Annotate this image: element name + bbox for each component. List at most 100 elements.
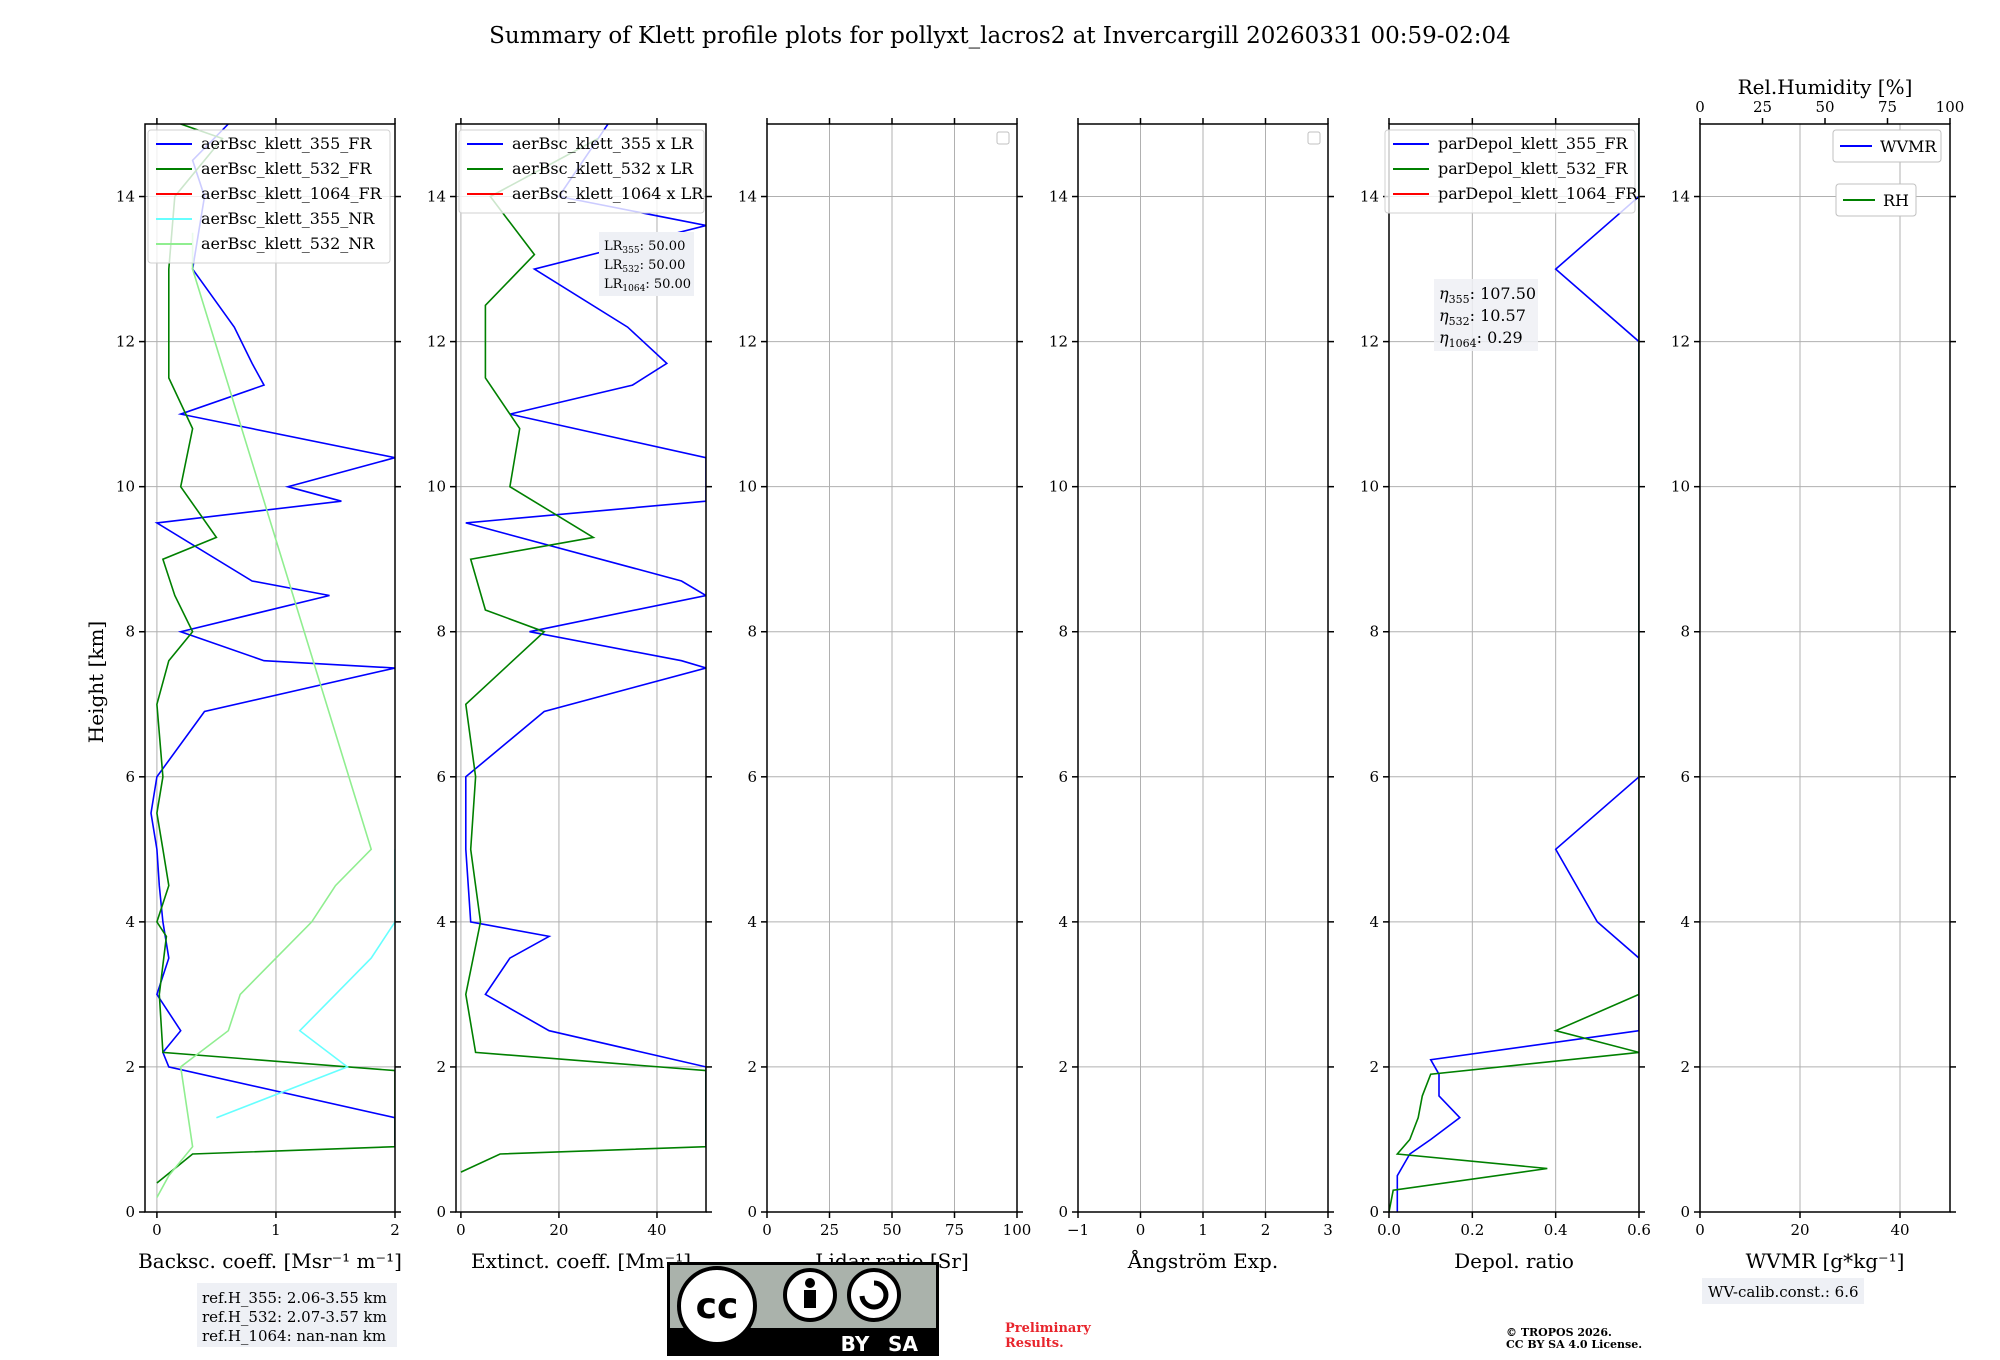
series-line-aerBsc_klett_355_FR [150,124,395,1145]
top-tick-label: 75 [1878,98,1897,116]
cc-license-badge: cc BY SA [667,1262,939,1356]
y-tick-label: 4 [1058,913,1068,931]
y-tick-label: 4 [1369,913,1379,931]
series-line-parDepol_klett_355_FR [1396,124,1639,1212]
figure-title: Summary of Klett profile plots for polly… [489,23,1511,49]
legend-box [1384,129,1636,214]
axes-frame [455,123,707,1213]
legend-entry: aerBsc_klett_1064_FR [201,184,383,203]
x-tick-label: 2 [390,1221,400,1239]
x-tick-label: 100 [1003,1221,1032,1239]
x-tick-label: 0.0 [1377,1221,1401,1239]
y-tick-label: 12 [427,333,446,351]
y-tick-label: 14 [427,188,446,206]
top-axis-label: Rel.Humidity [%] [1738,75,1913,99]
y-tick-label: 0 [747,1203,757,1221]
series-line-aerBsc_klett_532_FR [156,124,395,1184]
y-tick-label: 2 [1058,1058,1068,1076]
preliminary-note: Preliminary [1005,1321,1091,1336]
legend-entry: parDepol_klett_532_FR [1438,159,1629,178]
y-tick-label: 2 [1369,1058,1379,1076]
y-tick-label: 2 [436,1058,446,1076]
cc-circle-icon [677,1266,757,1346]
y-tick-label: 2 [747,1058,757,1076]
sa-arrow-icon [859,1280,889,1310]
legend-wvmr: WVMR [1880,137,1937,156]
panel-2: 0 2 4 6 8 10 12 14 0 20 40 Extinct. coeff. [Mm⁻¹] ae… [427,118,712,1273]
legend-box-rh [1835,183,1917,217]
y-tick-label: 8 [1369,623,1379,641]
y-tick-label: 8 [1058,623,1068,641]
top-tick-label: 0 [1695,98,1705,116]
x-tick-label: 40 [647,1221,666,1239]
series-group [150,124,395,1198]
series-line-aerBsc_klett_355_NR [216,849,395,1119]
y-tick-label: 14 [1360,188,1379,206]
person-body-icon [804,1290,816,1308]
cc-by-text: BY [841,1332,870,1356]
x-tick-label: 0 [762,1221,772,1239]
y-tick-label: 6 [1058,768,1068,786]
eta-annotation-355: η355: 107.50 [1439,284,1536,306]
x-axis-label: Backsc. coeff. [Msr⁻¹ m⁻¹] [138,1249,402,1273]
lr-annotation-355: LR355: 50.00 [604,239,685,256]
y-tick-label: 6 [1680,768,1690,786]
y-tick-label: 8 [747,623,757,641]
y-tick-label: 2 [1680,1058,1690,1076]
y-tick-label: 4 [125,913,135,931]
legend-entry: parDepol_klett_1064_FR [1438,184,1639,203]
y-tick-label: 14 [1049,188,1068,206]
legend-entry: aerBsc_klett_532 x LR [512,159,694,178]
lr-annotation-532: LR532: 50.00 [604,258,685,275]
x-tick-label: 1 [1198,1221,1208,1239]
x-tick-label: 40 [1890,1221,1909,1239]
x-tick-label: 2 [1261,1221,1271,1239]
x-axis-label: Extinct. coeff. [Mm⁻¹] [471,1249,691,1273]
panel-5: 0 2 4 6 8 10 12 14 0.0 0.2 0.4 0.6 Depol. ratio parDe… [1360,118,1651,1273]
cc-mark: cc [696,1286,739,1327]
lr-annotation-1064: LR1064: 50.00 [604,277,691,294]
eta-annotation-1064: η1064: 0.29 [1439,328,1523,350]
y-tick-label: 10 [116,478,135,496]
x-tick-label: 3 [1323,1221,1333,1239]
y-tick-label: 6 [1369,768,1379,786]
y-tick-label: 0 [1058,1203,1068,1221]
y-tick-label: 14 [738,188,757,206]
ref-heights-box: ref.H_355: 2.06-3.55 km ref.H_532: 2.07-… [197,1283,397,1347]
y-tick-label: 8 [125,623,135,641]
x-tick-label: 25 [820,1221,839,1239]
y-tick-label: 6 [747,768,757,786]
legend-entry: aerBsc_klett_355_FR [201,134,372,153]
axes-frame [144,123,396,1213]
y-tick-label: 10 [738,478,757,496]
ref-1064: ref.H_1064: nan-nan km [202,1327,386,1345]
legend-entry: aerBsc_klett_532_NR [201,234,375,253]
y-tick-label: 6 [436,768,446,786]
x-tick-label: 75 [945,1221,964,1239]
y-tick-label: 12 [738,333,757,351]
axes-frame [1699,123,1951,1213]
y-tick-label: 0 [125,1203,135,1221]
x-tick-label: 0 [1136,1221,1146,1239]
x-tick-label: 0.4 [1544,1221,1568,1239]
legend-entry: aerBsc_klett_1064 x LR [512,184,704,203]
y-tick-label: 12 [1671,333,1690,351]
x-tick-label: 20 [1790,1221,1809,1239]
series-line-parDepol_klett_532_FR [1389,124,1639,1212]
series-group [1389,124,1639,1212]
legend-entry: aerBsc_klett_532_FR [201,159,372,178]
x-axis-label: Ångström Exp. [1127,1248,1278,1273]
lr-annotation-box [599,232,694,296]
x-tick-label: 0.6 [1627,1221,1651,1239]
x-tick-label: 0 [152,1221,162,1239]
ref-532: ref.H_532: 2.07-3.57 km [202,1308,387,1326]
panel-6: 0 2 4 6 8 10 12 14 0 20 40 WVMR [g*kg⁻¹] 0 25 50 75 100 R… [1671,75,1964,1273]
copyright-line-1: © TROPOS 2026. [1506,1326,1612,1339]
legend-rh: RH [1883,191,1909,210]
y-tick-label: 8 [1680,623,1690,641]
y-tick-label: 6 [125,768,135,786]
